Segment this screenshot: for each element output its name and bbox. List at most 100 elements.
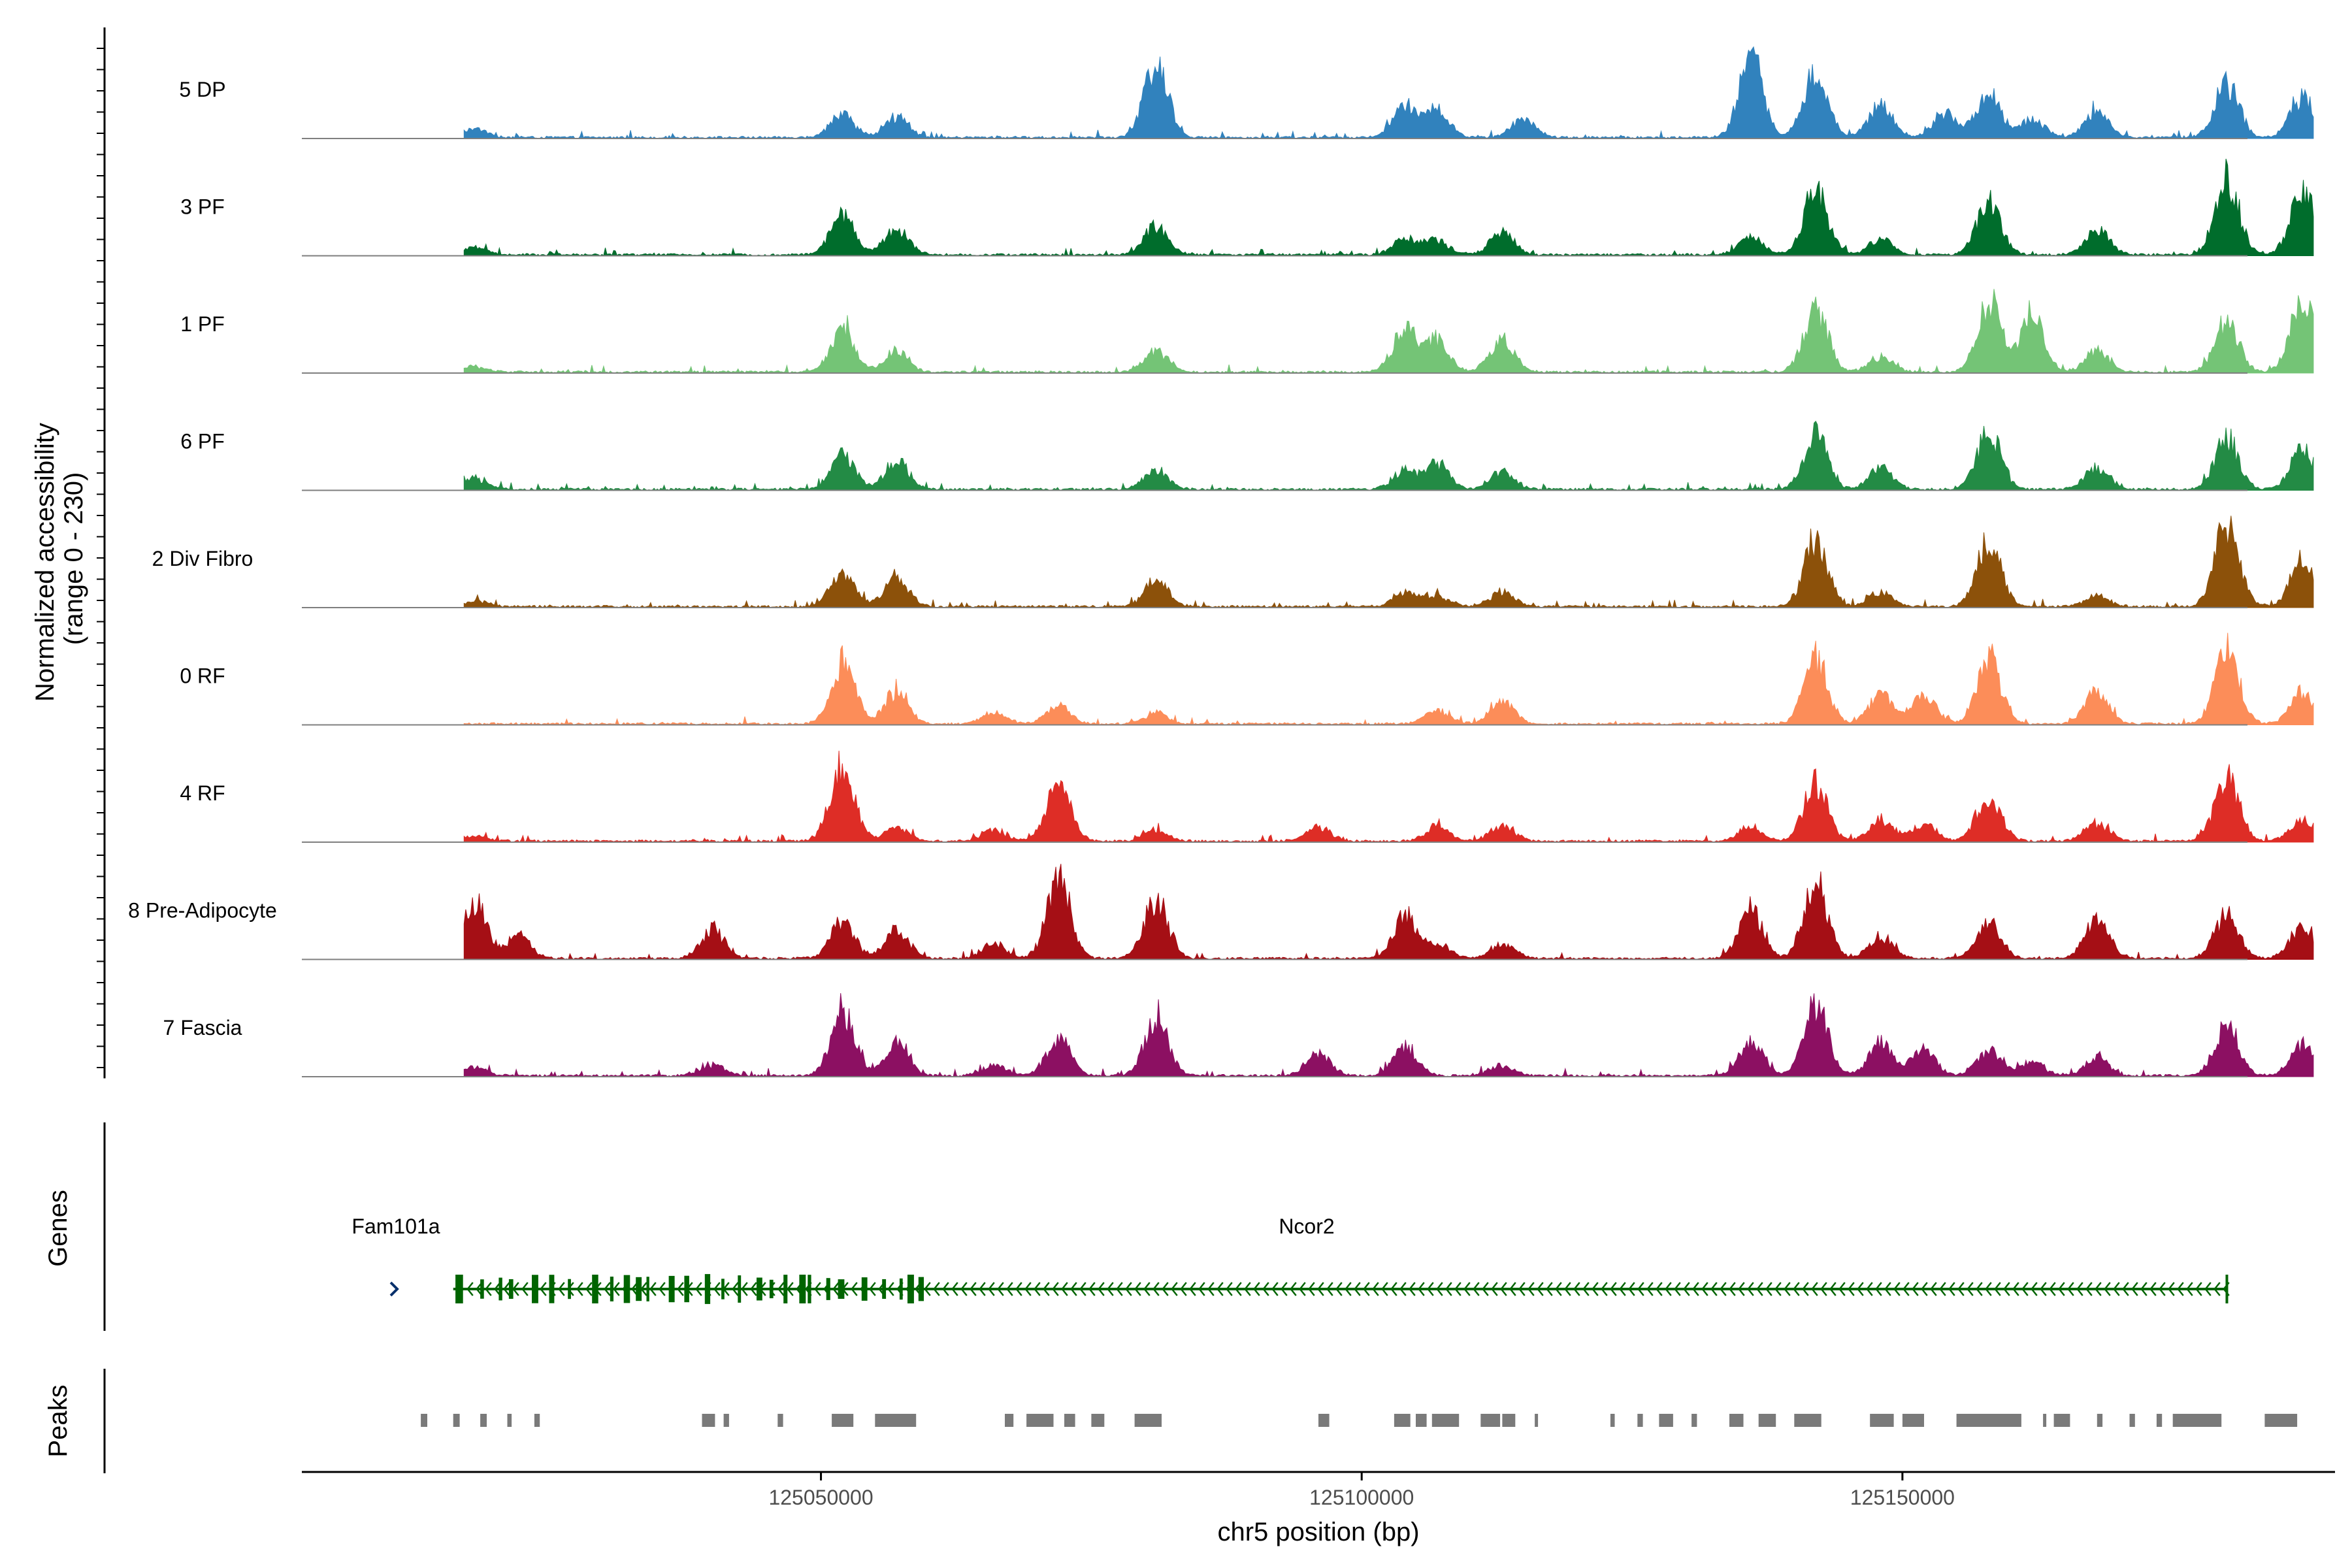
strand-arrow [2213,1282,2221,1296]
peak [1902,1414,1924,1427]
strand-arrow [1226,1282,1233,1296]
exon [623,1275,630,1303]
strand-arrow [1473,1282,1480,1296]
strand-arrow [741,1282,748,1296]
strand-arrow [1427,1282,1434,1296]
exon [838,1279,845,1299]
strand-arrow [695,1282,702,1296]
strand-arrow [2122,1282,2129,1296]
strand-arrow [1820,1282,1827,1296]
strand-arrow [531,1282,538,1296]
strand-arrow [604,1282,611,1296]
strand-arrow [1756,1282,1763,1296]
coverage-track: 7 Fascia [163,993,2314,1077]
strand-arrow [887,1282,894,1296]
strand-arrow [1079,1282,1086,1296]
strand-arrow [1335,1282,1343,1296]
strand-arrow [1537,1282,1544,1296]
strand-arrow [668,1282,675,1296]
strand-arrow [1628,1282,1635,1296]
strand-arrow [1774,1282,1782,1296]
peak [723,1414,729,1427]
y-axis-title-line-2: (range 0 - 230) [59,472,88,645]
exon [918,1277,924,1301]
coverage-track: 0 RF [180,632,2314,726]
strand-arrow [1070,1282,1077,1296]
strand-arrow [1802,1282,1809,1296]
peak [2129,1414,2135,1427]
strand-arrow [1738,1282,1745,1296]
strand-arrow [631,1282,638,1296]
strand-arrow [1116,1282,1123,1296]
strand-arrow [2067,1282,2074,1296]
strand-arrow [1354,1282,1361,1296]
strand-arrow [1244,1282,1251,1296]
strand-arrow [1912,1282,1919,1296]
strand-arrow [915,1282,922,1296]
exon [826,1278,830,1300]
strand-arrow [1262,1282,1269,1296]
strand-arrow [2058,1282,2065,1296]
exon [532,1275,538,1303]
strand-arrow [768,1282,776,1296]
track-label: 5 DP [179,78,225,101]
strand-arrow [576,1282,583,1296]
strand-arrow [750,1282,757,1296]
strand-arrow [1884,1282,1891,1296]
strand-arrow [1180,1282,1187,1296]
strand-arrow [1061,1282,1068,1296]
strand-arrow [1381,1282,1388,1296]
strand-arrow [814,1282,821,1296]
strand-arrow [1134,1282,1141,1296]
strand-arrow [549,1282,556,1296]
strand-arrow [777,1282,785,1296]
strand-arrow [2149,1282,2157,1296]
strand-arrow [1720,1282,1727,1296]
strand-arrow [1592,1282,1599,1296]
exon [799,1275,806,1303]
strand-arrow [2177,1282,2184,1296]
strand-arrow [2003,1282,2010,1296]
gene-annotation-track: Fam101a Ncor2 [351,1215,2230,1304]
coverage-track: 8 Pre-Adipocyte [128,864,2314,960]
strand-arrow [567,1282,574,1296]
strand-arrow [759,1282,766,1296]
strand-arrow [2031,1282,2038,1296]
gene-fam101a: Fam101a [351,1215,440,1297]
strand-arrow [1482,1282,1489,1296]
strand-arrow [1500,1282,1507,1296]
strand-arrow [558,1282,565,1296]
track-label: 6 PF [180,430,225,453]
peak [875,1414,917,1427]
strand-arrow [1207,1282,1215,1296]
y-axis-title: Normalized accessibility (range 0 - 230) [31,416,88,702]
coverage-area [463,46,2314,139]
strand-arrow [1409,1282,1416,1296]
strand-arrow [1866,1282,1873,1296]
strand-arrow [1043,1282,1050,1296]
peak [702,1414,715,1427]
strand-arrow [1610,1282,1617,1296]
strand-arrow [1143,1282,1151,1296]
strand-arrow [1308,1282,1315,1296]
strand-arrow [1281,1282,1288,1296]
strand-arrow [732,1282,739,1296]
strand-arrow [2186,1282,2193,1296]
peak [2264,1414,2298,1427]
strand-arrow [2104,1282,2111,1296]
strand-arrow [1729,1282,1736,1296]
strand-arrow [1015,1282,1022,1296]
strand-arrow [2076,1282,2083,1296]
peak [1394,1414,1411,1427]
strand-arrow [1948,1282,1955,1296]
peak [2043,1414,2047,1427]
strand-arrow [805,1282,812,1296]
strand-arrow [1098,1282,1105,1296]
strand-arrow [1006,1282,1013,1296]
strand-arrow [476,1282,483,1296]
peak [534,1414,540,1427]
strand-arrow [787,1282,794,1296]
strand-arrow [1683,1282,1690,1296]
peak [2053,1414,2070,1427]
strand-arrow [659,1282,666,1296]
